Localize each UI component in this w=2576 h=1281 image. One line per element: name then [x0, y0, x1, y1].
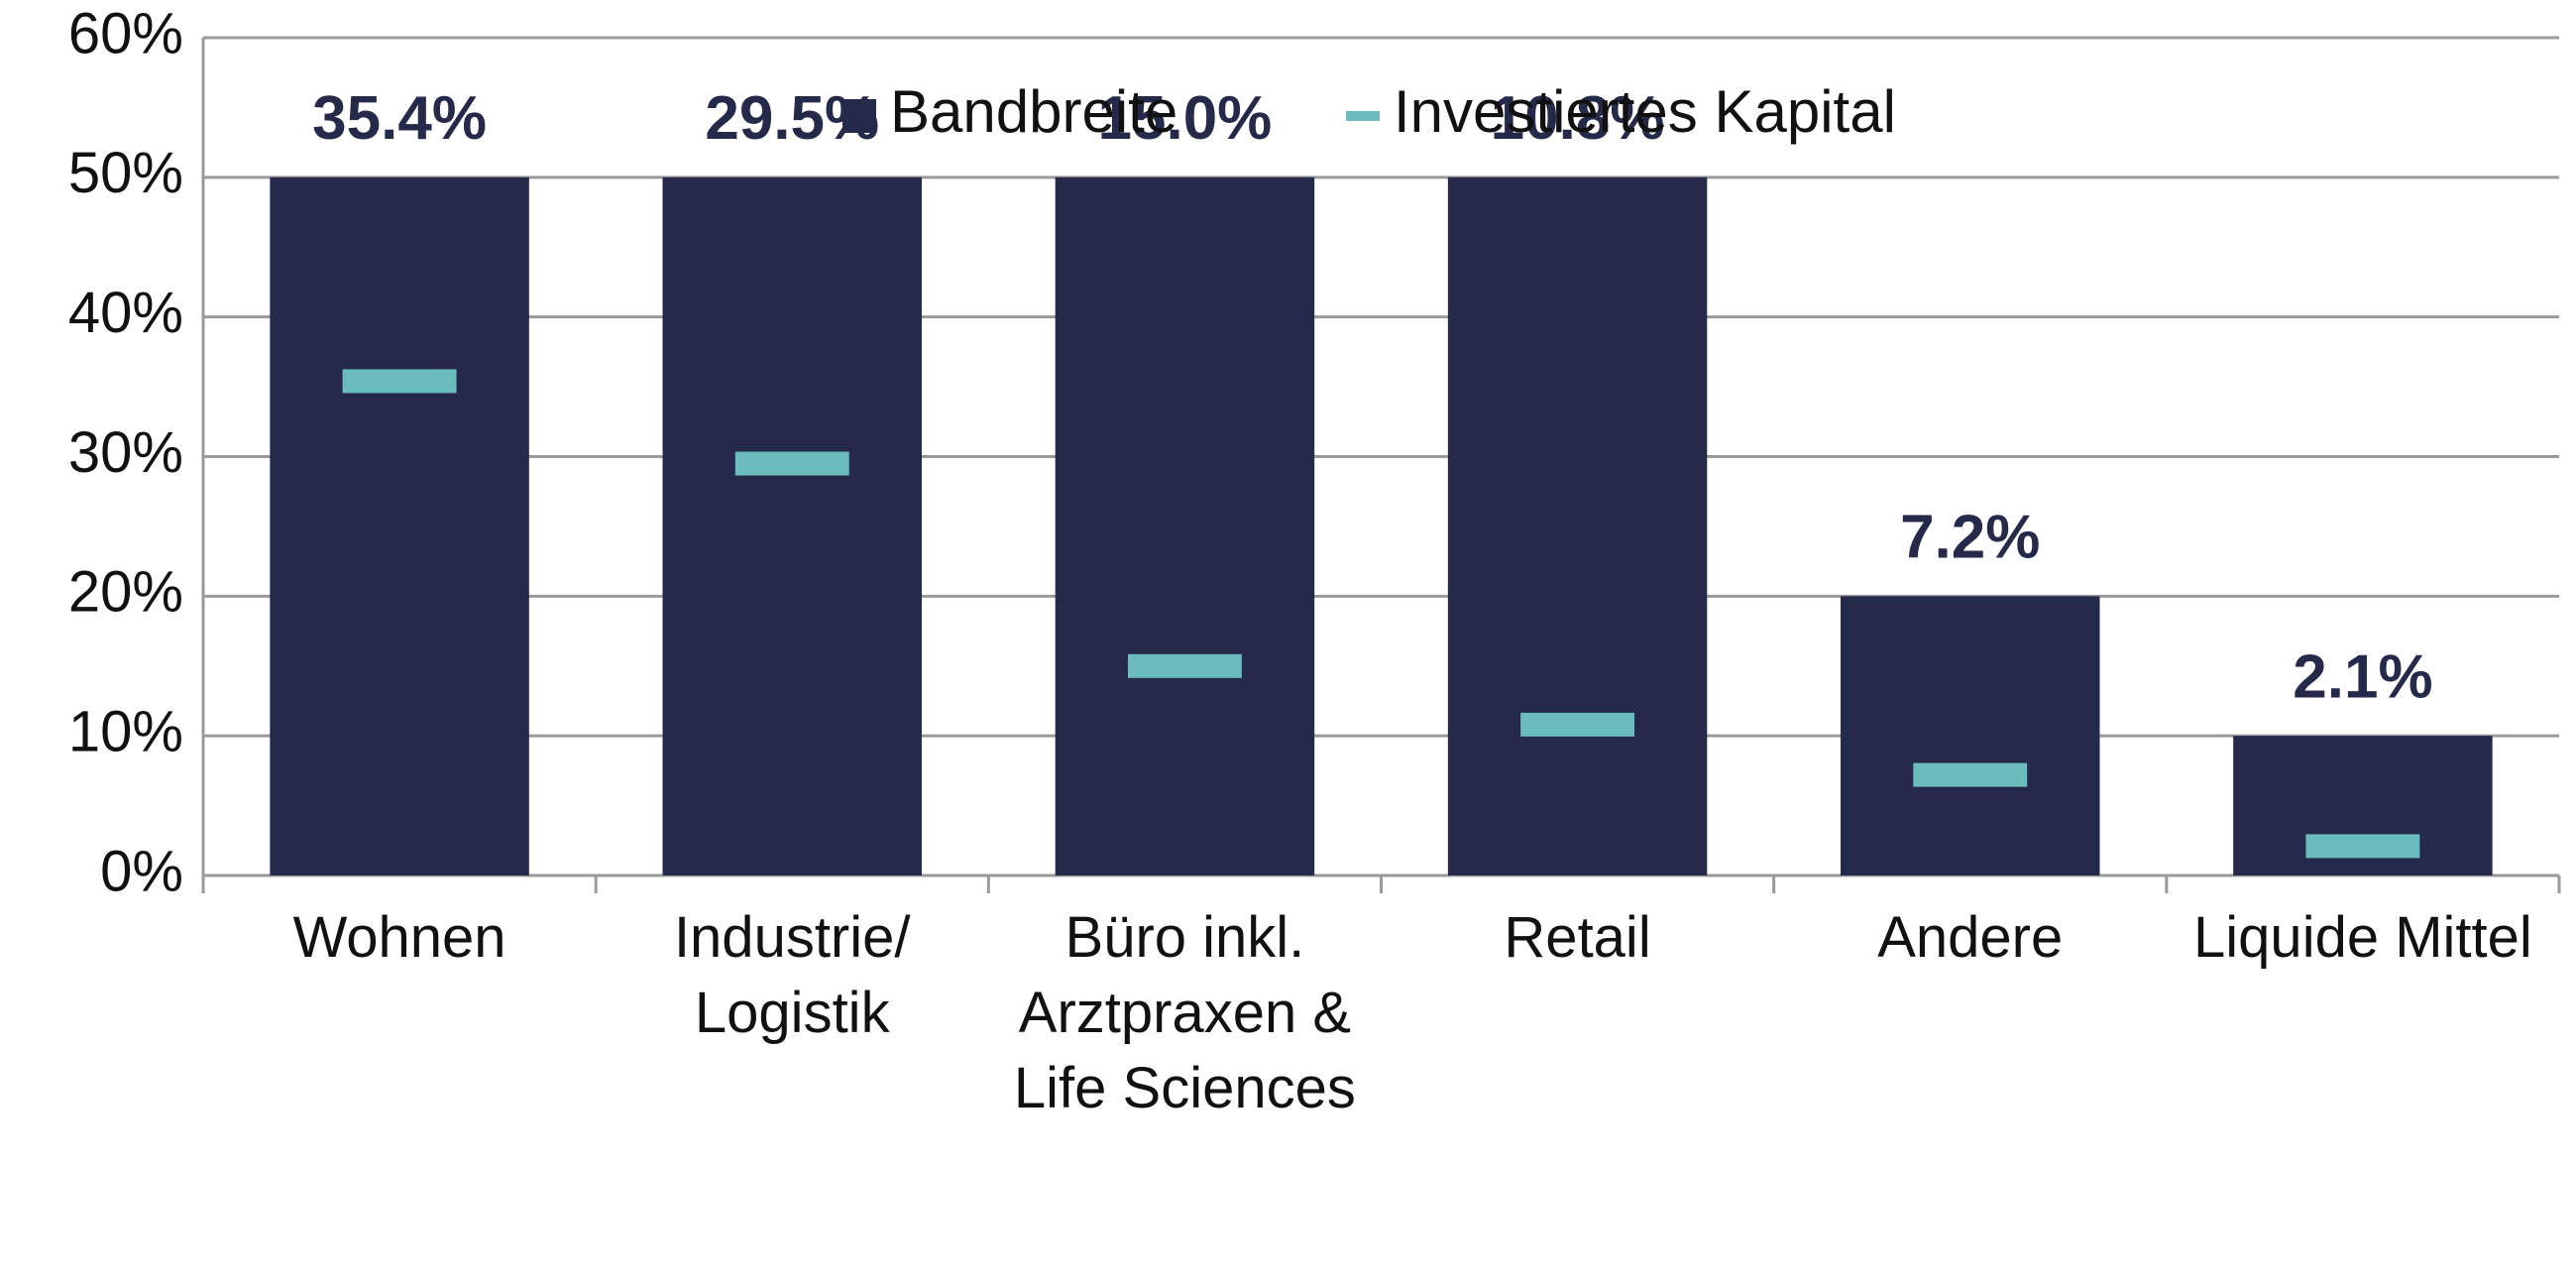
y-tick-label: 10% — [68, 699, 183, 763]
legend-label: Investiertes Kapital — [1394, 78, 1896, 145]
marker — [342, 369, 457, 394]
value-label: 10.8% — [1491, 84, 1665, 153]
marker — [1127, 653, 1242, 678]
y-tick-label: 0% — [100, 839, 183, 903]
marker — [1913, 762, 2028, 787]
x-tick-label: Liquide Mittel — [2193, 905, 2532, 970]
x-tick-label: Andere — [1877, 905, 2064, 970]
y-tick-label: 40% — [68, 281, 183, 345]
legend-label: Bandbreite — [890, 78, 1177, 145]
legend-swatch — [1346, 111, 1380, 121]
y-tick-label: 20% — [68, 560, 183, 625]
y-tick-label: 60% — [68, 1, 183, 65]
value-label: 2.1% — [2293, 643, 2432, 712]
bar — [1055, 176, 1315, 876]
marker — [734, 451, 849, 476]
y-tick-label: 30% — [68, 420, 183, 485]
bar — [1841, 596, 2100, 875]
x-tick-label: Büro inkl. Arztpraxen & Life Sciences — [1013, 905, 1356, 1120]
y-tick-label: 50% — [68, 141, 183, 205]
bar — [662, 176, 922, 876]
bar — [270, 176, 529, 876]
value-label: 15.0% — [1098, 84, 1273, 153]
legend-swatch — [842, 99, 876, 133]
x-tick-label: Industrie/ Logistik — [673, 905, 911, 1045]
marker — [1520, 712, 1635, 737]
value-label: 7.2% — [1900, 504, 2040, 572]
value-label: 35.4% — [312, 84, 487, 153]
bar — [1447, 176, 1708, 876]
marker — [2305, 834, 2420, 859]
x-tick-label: Retail — [1504, 905, 1651, 970]
x-tick-label: Wohnen — [292, 905, 506, 970]
